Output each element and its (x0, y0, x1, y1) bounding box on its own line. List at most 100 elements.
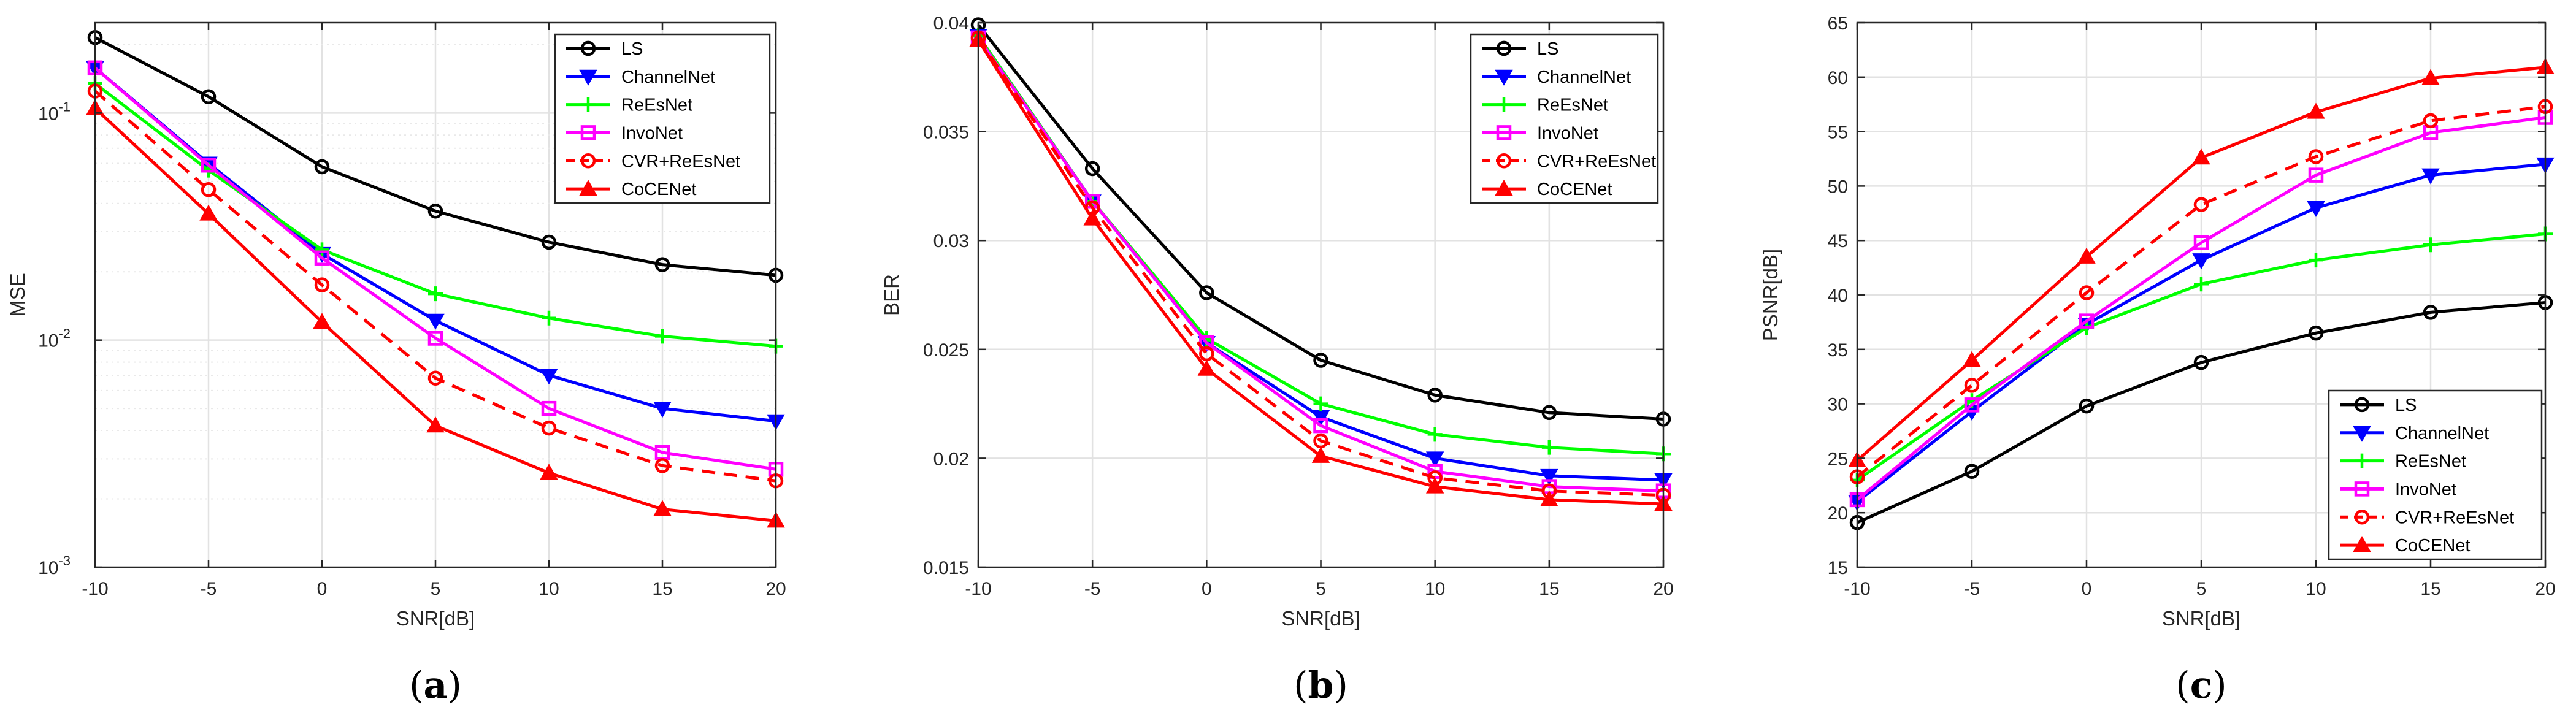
data-point (542, 310, 556, 326)
x-axis-label: SNR[dB] (396, 607, 475, 630)
legend-label: LS (1537, 39, 1558, 59)
y-tick-label: 10-3 (38, 553, 71, 578)
data-point (541, 234, 557, 250)
data-point (1199, 285, 1214, 300)
legend-label: CVR+ReEsNet (621, 151, 740, 171)
data-point (2423, 237, 2438, 253)
data-point (1964, 378, 1980, 393)
data-point (427, 370, 443, 386)
data-point (201, 157, 217, 173)
data-point (2423, 113, 2439, 129)
y-tick-label: 15 (1828, 558, 1848, 578)
data-point (655, 329, 670, 344)
data-point (2079, 285, 2095, 300)
data-point (1541, 405, 1557, 421)
data-point (1083, 209, 1102, 226)
x-tick-label: 5 (2196, 579, 2207, 599)
data-point (315, 242, 329, 258)
data-point (1197, 359, 1216, 376)
legend-label: CVR+ReEsNet (1537, 151, 1656, 171)
x-tick-label: 10 (539, 579, 559, 599)
data-point (428, 286, 443, 302)
x-axis-label: SNR[dB] (1281, 607, 1360, 630)
legend: LS ChannelNet ReEsNet InvoNet CVR+ReEsNet CoC… (2328, 389, 2543, 560)
x-axis-label: SNR[dB] (2162, 607, 2241, 630)
legend-marker (579, 69, 597, 86)
data-point (540, 369, 558, 385)
data-point (426, 313, 445, 330)
legend-item: ReEsNet (2340, 452, 2466, 472)
legend-item: ChannelNet (566, 67, 715, 87)
x-tick-label: -10 (1844, 579, 1870, 599)
legend-label: CoCENet (1537, 180, 1612, 199)
data-point (1963, 351, 1981, 367)
data-point (2421, 69, 2440, 85)
legend-label: CVR+ReEsNet (2395, 508, 2514, 527)
x-tick-label: 20 (1653, 579, 1673, 599)
legend-marker (1496, 125, 1512, 140)
data-point (2193, 235, 2209, 251)
data-point (201, 89, 217, 104)
legend-marker (1495, 180, 1513, 196)
data-point (2079, 313, 2095, 329)
legend-marker (2353, 536, 2371, 552)
y-axis-label: BER (880, 274, 903, 316)
y-tick-label: 0.02 (933, 449, 969, 469)
data-point (1964, 464, 1980, 479)
y-tick-base: 10 (38, 331, 58, 351)
x-tick-label: 5 (1316, 579, 1326, 599)
y-tick-label: 60 (1828, 68, 1848, 88)
data-point (1313, 418, 1328, 434)
data-point (1427, 388, 1443, 403)
y-tick-label: 20 (1828, 503, 1848, 524)
x-tick-label: 0 (2082, 579, 2092, 599)
data-point (1425, 477, 1444, 494)
legend-item: CVR+ReEsNet (566, 151, 740, 171)
data-point (654, 458, 670, 473)
legend-label: LS (2395, 395, 2417, 415)
data-point (1540, 490, 1558, 506)
caption-paren-open: ( (1294, 664, 1308, 707)
data-point (1541, 440, 1557, 455)
legend-item: ReEsNet (566, 96, 692, 115)
x-tick-label: 0 (317, 579, 328, 599)
panel-caption: (b) (1294, 664, 1348, 707)
caption-paren-open: ( (2175, 664, 2190, 707)
legend-label: ChannelNet (1537, 67, 1631, 87)
y-axis-label: PSNR[dB] (1759, 249, 1782, 341)
y-tick-base: 10 (38, 104, 58, 124)
y-tick-label: 0.035 (923, 123, 969, 143)
legend-marker (2354, 510, 2370, 525)
data-point (1427, 427, 1443, 442)
y-tick-label: 0.04 (933, 13, 969, 34)
x-tick-label: 5 (431, 579, 441, 599)
x-tick-label: 15 (652, 579, 672, 599)
chart-a: -10 -5 0 5 10 15 2010-310-210-1SNR[dB]MSELSCha… (6, 21, 786, 707)
data-point (2308, 149, 2324, 164)
legend-marker (2353, 426, 2371, 442)
legend-item: InvoNet (1482, 123, 1598, 143)
legend-label: InvoNet (2395, 480, 2456, 499)
data-point (654, 257, 670, 272)
caption-paren-open: ( (409, 664, 423, 707)
data-point (2307, 201, 2325, 217)
data-point (2194, 277, 2209, 292)
data-point (2423, 305, 2439, 320)
y-tick-label: 55 (1828, 123, 1848, 143)
legend-item: InvoNet (2340, 480, 2456, 499)
series-line (977, 23, 1664, 421)
series-line (976, 37, 1664, 497)
data-point (1425, 451, 1444, 468)
legend-label: ChannelNet (621, 67, 715, 87)
legend-marker (2354, 397, 2370, 413)
legend-item: InvoNet (566, 123, 683, 143)
legend-item: CVR+ReEsNet (2340, 508, 2514, 527)
legend-marker (580, 125, 596, 140)
legend-item: ChannelNet (2340, 424, 2489, 443)
x-tick-label: -5 (1084, 579, 1101, 599)
legend-marker (580, 40, 596, 56)
legend-marker (580, 153, 596, 169)
x-tick-label: -5 (1964, 579, 1980, 599)
